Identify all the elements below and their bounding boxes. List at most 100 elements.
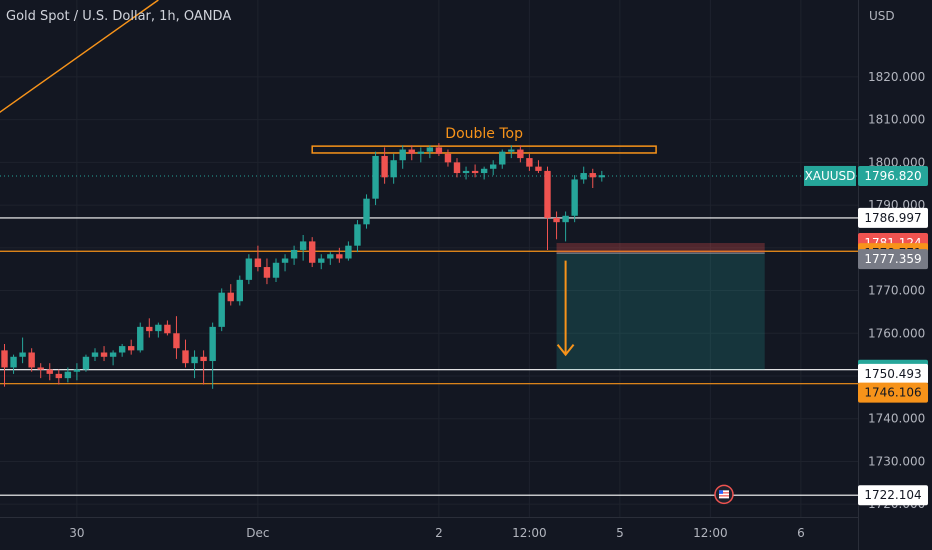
candle-body: [37, 367, 44, 370]
candle-body: [490, 164, 497, 169]
price-tag-label: 1796.820: [864, 169, 921, 183]
x-tick-label: 5: [616, 526, 624, 540]
y-tick-label: 1740.000: [868, 412, 925, 426]
y-tick-label: 1770.000: [868, 284, 925, 298]
price-tag: [858, 207, 928, 228]
x-tick-label: 12:00: [512, 526, 547, 540]
candle-body: [10, 356, 17, 368]
candle-body: [128, 346, 135, 351]
stop-loss-zone: [556, 243, 765, 254]
candle-body: [408, 149, 415, 154]
candle-body: [55, 373, 62, 379]
trend-line: [0, 0, 159, 114]
double-top-label: Double Top: [445, 126, 523, 142]
flag-canton: [719, 490, 723, 494]
candle-body: [526, 158, 533, 167]
candle-body: [299, 241, 307, 250]
candle-body: [435, 147, 443, 154]
candle-body: [290, 249, 298, 259]
symbol-tag-label: XAUUSD: [805, 169, 856, 183]
candle-body: [218, 292, 225, 327]
candle-body: [480, 168, 488, 174]
candle-body: [399, 149, 406, 161]
candle-body: [82, 356, 90, 370]
candle-body: [535, 166, 542, 171]
candle-body: [155, 324, 162, 332]
x-tick-label: 30: [69, 526, 84, 540]
candle-body: [327, 254, 334, 259]
candle-body: [517, 149, 524, 159]
price-tag-label: 1746.106: [864, 386, 921, 400]
candle-body: [598, 175, 605, 178]
price-tag: [858, 485, 928, 506]
price-tag: [858, 382, 928, 403]
price-tag-label: 1786.997: [864, 211, 921, 225]
price-tag: [858, 363, 928, 384]
candle-body: [372, 155, 379, 199]
candle-body: [109, 352, 117, 357]
currency-label: USD: [869, 9, 895, 23]
candle-body: [236, 279, 243, 302]
candle-body: [28, 352, 35, 368]
price-tag-label: 1777.359: [864, 252, 921, 266]
candle-body: [426, 147, 434, 152]
down-arrow-head: [556, 344, 575, 357]
double-top-box: [311, 145, 657, 154]
y-tick-label: 1810.000: [868, 113, 925, 127]
symbol-tag: [804, 165, 856, 186]
candle-body: [137, 326, 144, 351]
candle-body: [272, 262, 280, 278]
candle-body: [499, 151, 506, 165]
y-tick-label: 1760.000: [868, 326, 925, 340]
candle-body: [336, 254, 343, 259]
candle-body: [209, 326, 216, 362]
candle-body: [64, 371, 72, 379]
candle-body: [309, 241, 316, 263]
candle-body: [453, 162, 461, 174]
flag-field: [719, 490, 729, 499]
candle-body: [508, 149, 515, 152]
candle-body: [118, 346, 126, 353]
candle-body: [589, 173, 596, 178]
candle-body: [417, 151, 424, 154]
candle-body: [254, 258, 262, 268]
candle-body: [191, 356, 198, 364]
y-tick-label: 1730.000: [868, 454, 925, 468]
candle-body: [100, 352, 108, 357]
candle-body: [580, 173, 587, 180]
candle-body: [381, 155, 388, 178]
price-tag-label: 1722.104: [864, 488, 921, 502]
candle-body: [462, 170, 470, 174]
candle-body: [263, 267, 271, 278]
candle-body: [46, 369, 53, 374]
candle-body: [553, 217, 560, 223]
candle-body: [200, 356, 207, 362]
candle-body: [390, 160, 397, 178]
candle-body: [571, 179, 578, 216]
x-tick-label: 12:00: [693, 526, 728, 540]
candle-body: [173, 333, 180, 349]
take-profit-zone: [556, 253, 765, 370]
x-tick-label: 2: [435, 526, 443, 540]
candle-body: [354, 224, 361, 246]
candle-body: [544, 170, 551, 218]
x-tick-label: 6: [797, 526, 805, 540]
y-tick-label: 1820.000: [868, 70, 925, 84]
candle-body: [471, 170, 479, 174]
candle-body: [19, 352, 26, 357]
candle-body: [363, 198, 370, 225]
candle-body: [227, 292, 234, 302]
candle-body: [318, 258, 325, 263]
price-tag: [858, 165, 928, 186]
candle-body: [245, 258, 253, 280]
candle-body: [345, 245, 352, 259]
candle-body: [164, 324, 171, 334]
price-tag-label: 1750.493: [864, 367, 921, 381]
candle-body: [562, 215, 569, 223]
candle-body: [146, 326, 153, 332]
price-tag: [858, 249, 928, 270]
x-tick-label: Dec: [246, 526, 269, 540]
